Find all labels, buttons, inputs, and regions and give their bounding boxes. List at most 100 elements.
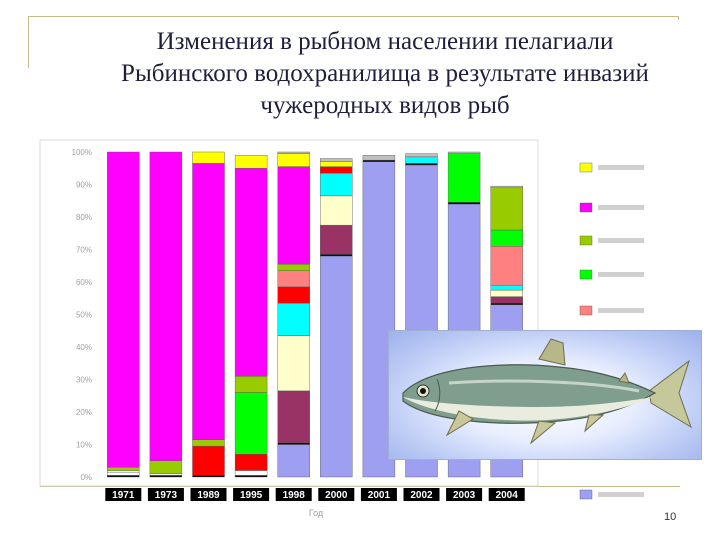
x-tick-label-bg <box>403 488 440 501</box>
bar-segment <box>405 153 438 158</box>
bar-segment <box>447 151 481 154</box>
y-tick-label: 100% <box>72 148 92 157</box>
title-line-1: Изменения в рыбном населении пелагиали <box>156 28 614 55</box>
bar-segment <box>447 153 481 203</box>
bar-segment <box>490 187 523 231</box>
bar-segment <box>490 246 523 286</box>
x-tick-label-bg <box>318 488 355 501</box>
title-line-2: Рыбинского водохранилища в результате ин… <box>121 60 649 87</box>
y-tick-label: 20% <box>76 408 92 417</box>
legend-swatch <box>579 305 593 316</box>
y-tick-label: 80% <box>76 213 92 222</box>
frame-right-tick <box>678 16 679 20</box>
bar-segment <box>362 159 396 162</box>
bar-segment <box>234 392 268 455</box>
bar-segment <box>149 475 183 478</box>
frame-top-line <box>28 16 678 17</box>
y-tick-label: 90% <box>76 181 92 190</box>
x-tick-label-bg <box>147 488 184 501</box>
x-tick-label: 2000 <box>325 490 348 501</box>
y-tick-label: 0% <box>80 473 92 482</box>
bar-segment <box>277 335 310 392</box>
bar-segment <box>192 151 225 164</box>
bar-segment <box>234 155 268 169</box>
x-tick-label-bg <box>446 488 483 501</box>
bar-segment <box>490 229 523 247</box>
bar-segment <box>320 161 353 167</box>
page-number: 10 <box>664 511 677 523</box>
legend-label-placeholder <box>598 308 644 313</box>
bar-segment <box>234 470 268 476</box>
bar-segment <box>277 151 310 154</box>
x-tick-label: 1971 <box>112 490 135 501</box>
x-tick-label: 1989 <box>197 490 220 501</box>
legend-swatch <box>579 235 593 246</box>
bar-segment <box>447 202 481 205</box>
bar-segment <box>405 156 438 164</box>
x-tick-label-bg <box>190 488 227 501</box>
bar-segment <box>192 439 225 447</box>
legend-label-placeholder <box>598 272 644 277</box>
bar-segment <box>405 163 438 166</box>
y-tick-label: 70% <box>76 246 92 255</box>
x-tick-label: 2002 <box>410 490 433 501</box>
x-tick-label: 2004 <box>496 490 519 501</box>
bar-segment <box>320 254 353 257</box>
x-tick-label-bg <box>488 488 525 501</box>
bar-segment <box>107 467 140 471</box>
bar-segment <box>277 263 310 271</box>
x-tick-label-bg <box>275 488 312 501</box>
x-tick-label-bg <box>105 488 142 501</box>
bar-segment <box>277 444 310 478</box>
bar-segment <box>107 151 140 468</box>
bar-segment <box>320 158 353 162</box>
y-tick-label: 60% <box>76 278 92 287</box>
bar-segment <box>277 153 310 167</box>
bar-segment <box>320 195 353 226</box>
bar-segment <box>149 460 183 474</box>
bar-segment <box>490 289 523 297</box>
x-tick-label-bg <box>233 488 270 501</box>
bar-segment <box>490 185 523 188</box>
bar-segment <box>234 376 268 393</box>
x-tick-label: 2003 <box>453 490 476 501</box>
x-tick-label: 1973 <box>155 490 178 501</box>
x-tick-label: 1995 <box>240 490 263 501</box>
x-tick-label: 2001 <box>368 490 391 501</box>
y-tick-label: 40% <box>76 343 92 352</box>
bar-segment <box>149 473 183 476</box>
x-tick-label-bg <box>360 488 397 501</box>
legend-swatch <box>579 202 593 213</box>
bar-segment <box>107 470 140 473</box>
bar-segment <box>192 163 225 440</box>
y-tick-label: 50% <box>76 311 92 320</box>
bar-segment <box>320 172 353 197</box>
bar-segment <box>192 445 225 476</box>
bar-segment <box>192 475 225 478</box>
bar-segment <box>490 302 523 305</box>
slide-title: Изменения в рыбном населении пелагиали Р… <box>60 26 710 122</box>
bar-segment <box>277 286 310 304</box>
legend-label-placeholder <box>598 165 644 170</box>
bar-segment <box>490 296 523 304</box>
bar-segment <box>277 166 310 265</box>
bar-segment <box>490 285 523 291</box>
frame-left-line <box>28 16 29 68</box>
fish-icon <box>402 338 692 445</box>
x-tick-label: 1998 <box>283 490 306 501</box>
bar-segment <box>320 166 353 174</box>
legend-label-placeholder <box>598 205 644 210</box>
bar-segment <box>234 475 268 478</box>
bar-segment <box>320 224 353 255</box>
legend-swatch <box>579 162 593 173</box>
y-tick-label: 10% <box>76 441 92 450</box>
bar-segment <box>277 302 310 336</box>
title-line-3: чужеродных видов рыб <box>260 92 510 119</box>
bar-segment <box>149 151 183 461</box>
bar-segment <box>107 471 140 476</box>
bar-segment <box>107 475 140 478</box>
x-axis-label: Год <box>309 508 324 518</box>
y-tick-label: 30% <box>76 376 92 385</box>
bar-segment <box>277 442 310 445</box>
legend-label-placeholder <box>598 238 644 243</box>
